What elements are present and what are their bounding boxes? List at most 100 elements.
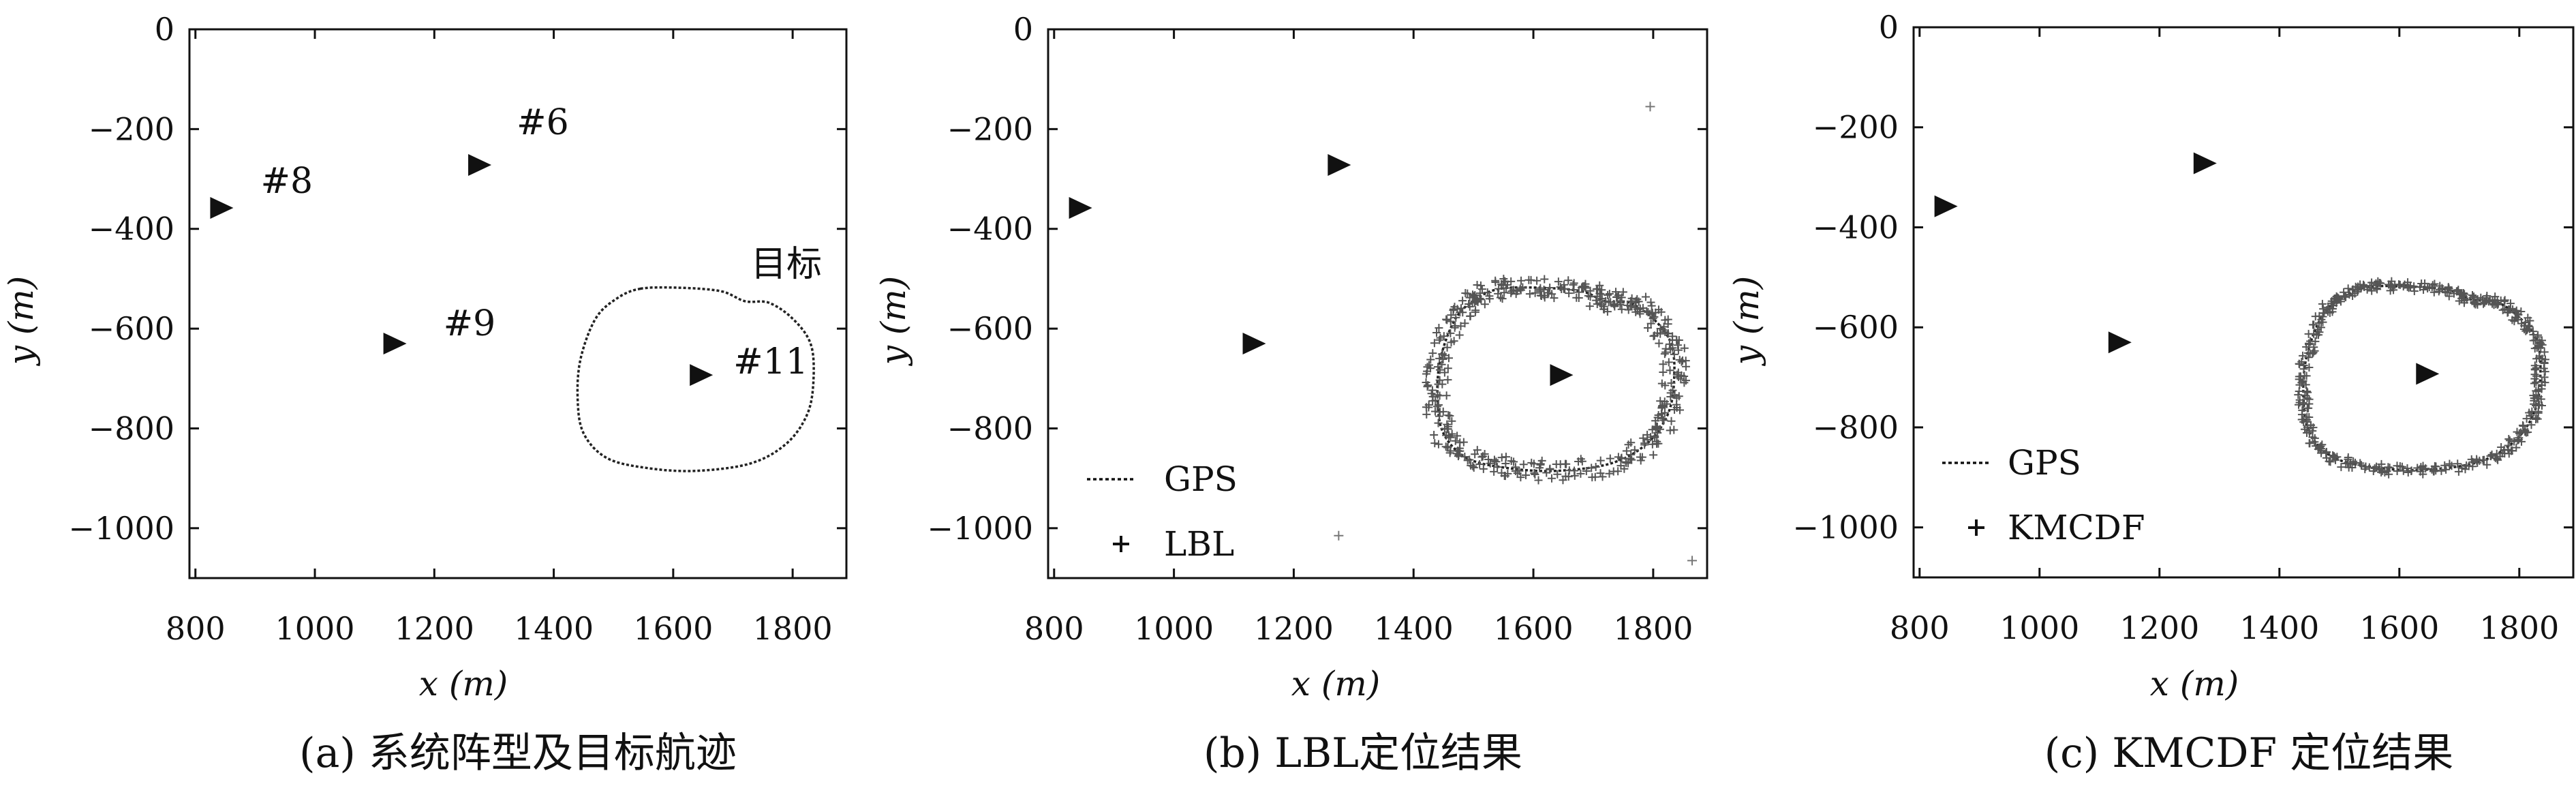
estimate-marker <box>2440 461 2449 470</box>
estimate-marker <box>1667 417 1676 425</box>
panel-c: y (m) x (m) (c) KMCDF 定位结果 GPS KMCDF 800… <box>1727 9 2575 777</box>
estimate-marker <box>1651 308 1660 317</box>
node-label-11: #11 <box>733 342 808 382</box>
estimate-marker <box>1422 410 1431 419</box>
estimate-marker <box>1444 411 1453 420</box>
x-tick-label: 1800 <box>1613 610 1693 647</box>
estimate-marker <box>2541 367 2549 376</box>
y-tick-label: −400 <box>1813 209 1899 245</box>
estimate-marker <box>2532 414 2541 423</box>
estimate-marker <box>2386 286 2395 295</box>
y-axis-label: y (m) <box>1727 276 1766 367</box>
estimate-marker <box>2343 459 2352 468</box>
estimate-marker <box>1479 464 1488 473</box>
legend-swatch-estimate <box>1113 536 1129 552</box>
estimate-marker <box>1627 450 1636 459</box>
estimate-marker <box>1484 455 1492 464</box>
x-tick-label: 1400 <box>1374 610 1454 647</box>
estimate-marker <box>1638 303 1647 312</box>
estimate-marker <box>1614 467 1623 476</box>
estimate-marker <box>2521 427 2530 436</box>
estimate-marker <box>1624 305 1633 314</box>
estimate-marker <box>1501 453 1510 462</box>
estimate-marker <box>2318 440 2327 449</box>
estimate-marker <box>1680 378 1689 387</box>
estimate-marker <box>1473 446 1482 455</box>
x-tick-label: 1600 <box>2359 609 2439 646</box>
estimate-marker <box>2479 299 2488 308</box>
estimate-marker <box>1535 464 1544 472</box>
estimate-marker <box>1463 456 1472 465</box>
estimate-marker <box>2523 324 2532 333</box>
estimate-marker <box>2299 351 2307 360</box>
estimate-marker <box>1473 297 1482 305</box>
estimate-marker <box>2340 292 2348 301</box>
estimate-marker <box>1655 425 1664 434</box>
estimate-marker <box>2385 464 2394 472</box>
estimate-marker <box>1534 476 1543 485</box>
estimate-marker <box>2532 402 2541 410</box>
estimate-marker <box>2532 354 2541 363</box>
estimate-marker <box>1542 468 1551 477</box>
x-tick-label: 1000 <box>1999 609 2079 646</box>
estimate-marker <box>2360 283 2369 292</box>
estimate-marker <box>1597 286 1606 294</box>
estimate-marker <box>2393 467 2402 476</box>
plot-frame <box>1912 26 2575 579</box>
legend-swatch-estimate <box>1968 519 1984 536</box>
estimate-marker <box>1666 366 1674 375</box>
estimate-marker <box>2521 318 2530 327</box>
estimate-marker <box>1587 464 1596 472</box>
y-tick-label: −1000 <box>1792 509 1899 546</box>
estimate-marker <box>2297 357 2306 366</box>
estimate-marker <box>1438 380 1447 389</box>
estimate-marker <box>1674 346 1683 354</box>
estimate-marker <box>2423 284 2432 292</box>
estimate-marker <box>2536 395 2545 404</box>
outlier-marker <box>1645 102 1655 112</box>
node-triangle <box>468 154 492 177</box>
estimate-marker <box>2324 303 2333 312</box>
node-triangle <box>2416 363 2440 385</box>
y-tick-label: 0 <box>1013 11 1033 48</box>
estimate-marker <box>1509 286 1518 294</box>
estimate-marker <box>1531 288 1539 297</box>
node-triangle <box>1328 154 1351 177</box>
estimate-marker <box>1467 461 1475 470</box>
estimate-marker <box>1455 444 1464 453</box>
estimate-marker <box>2322 449 2331 457</box>
estimate-marker <box>2468 457 2477 466</box>
estimate-marker <box>1657 379 1666 388</box>
target-annotation: 目标 <box>751 244 822 285</box>
estimate-marker <box>2337 463 2346 472</box>
estimate-marker <box>1430 339 1439 348</box>
y-tick-label: −1000 <box>68 510 174 547</box>
x-tick-label: 1200 <box>1254 610 1334 647</box>
estimate-marker <box>1591 462 1600 471</box>
estimate-marker <box>1636 309 1644 318</box>
estimate-marker <box>2310 346 2319 355</box>
estimate-marker <box>1677 357 1686 366</box>
estimate-marker <box>2302 387 2311 396</box>
estimate-marker <box>1423 382 1432 391</box>
x-tick-label: 800 <box>1024 610 1084 647</box>
estimate-marker <box>1680 344 1689 352</box>
estimate-marker <box>1613 292 1622 301</box>
estimate-marker <box>1475 289 1484 298</box>
estimate-marker <box>1517 276 1526 285</box>
estimate-marker <box>1557 284 1566 293</box>
estimate-marker <box>1650 331 1659 340</box>
estimate-marker <box>1469 290 1477 299</box>
estimate-marker <box>1435 324 1443 333</box>
node-triangle <box>2108 331 2132 354</box>
estimate-marker <box>2361 462 2370 471</box>
estimate-marker <box>2442 465 2451 474</box>
x-axis-label: x (m) <box>1291 664 1381 704</box>
estimate-marker <box>1485 292 1494 301</box>
estimate-marker <box>2316 442 2325 451</box>
estimate-marker <box>2295 375 2303 384</box>
estimate-marker <box>2417 279 2426 288</box>
node-triangle <box>1934 195 1958 217</box>
node-triangle <box>1069 196 1092 219</box>
estimate-marker <box>2305 439 2314 448</box>
